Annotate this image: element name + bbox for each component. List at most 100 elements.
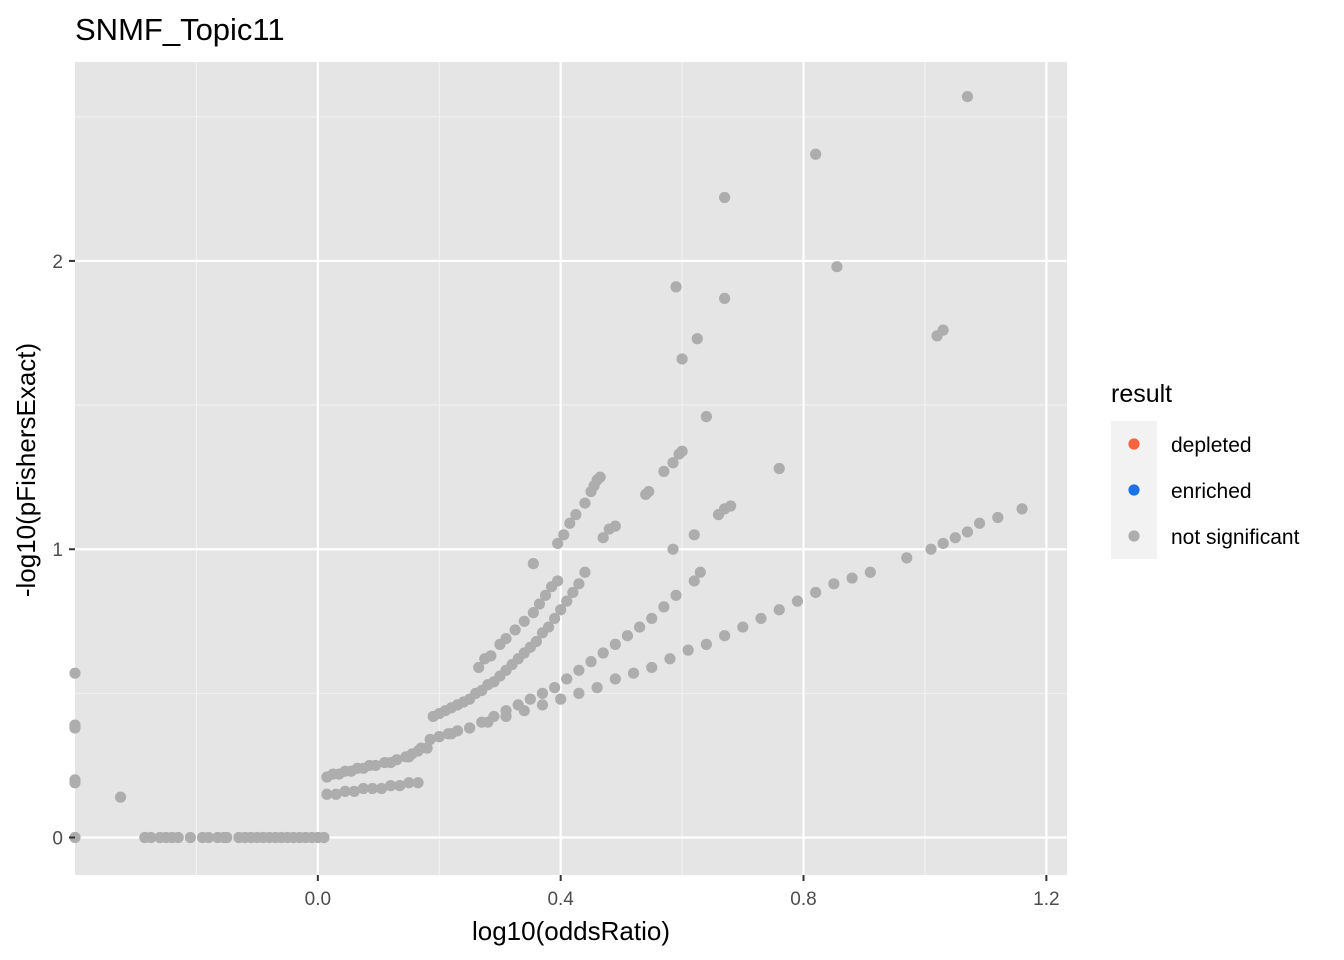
data-point: [609, 520, 621, 532]
data-point: [718, 191, 731, 204]
data-point: [555, 604, 567, 616]
data-point: [737, 621, 749, 633]
data-point: [992, 511, 1004, 524]
data-point: [403, 751, 415, 763]
data-point: [527, 558, 539, 570]
data-point: [500, 632, 512, 645]
data-point: [549, 682, 561, 694]
data-point: [670, 589, 682, 601]
data-point: [949, 532, 961, 544]
data-point: [688, 529, 700, 541]
data-point: [658, 465, 670, 477]
data-point: [864, 566, 876, 578]
x-axis-label: log10(oddsRatio): [472, 916, 670, 946]
data-point: [773, 462, 785, 475]
data-point: [202, 831, 215, 844]
data-point: [385, 780, 397, 792]
data-point: [145, 831, 157, 844]
data-point: [594, 471, 606, 483]
y-tick-label: 2: [52, 252, 63, 273]
x-tick-label: 0.4: [547, 889, 574, 910]
data-point: [937, 537, 949, 550]
data-point: [330, 788, 342, 800]
data-point: [676, 445, 688, 457]
data-point: [524, 693, 536, 705]
data-point: [485, 650, 497, 662]
data-point: [682, 644, 694, 656]
data-point: [69, 777, 81, 789]
data-point: [473, 661, 485, 674]
chart-title: SNMF_Topic11: [75, 12, 285, 47]
data-point: [570, 509, 582, 521]
legend-title: result: [1111, 380, 1172, 408]
y-tick-label: 1: [52, 540, 63, 561]
data-point: [530, 635, 542, 648]
data-point: [318, 831, 330, 844]
data-point: [667, 457, 679, 469]
data-point: [791, 595, 804, 607]
data-point: [394, 780, 406, 792]
data-point: [552, 575, 564, 587]
data-point: [658, 601, 670, 613]
data-point: [339, 785, 351, 797]
data-point: [536, 687, 549, 699]
data-point: [321, 788, 333, 800]
data-point: [773, 604, 785, 616]
data-point: [415, 742, 427, 754]
data-point: [643, 485, 655, 498]
data-point: [579, 566, 591, 578]
legend-marker: [1128, 438, 1140, 450]
data-point: [1016, 503, 1028, 515]
data-point: [646, 612, 658, 625]
data-point: [424, 733, 436, 746]
data-point: [609, 638, 621, 650]
data-point: [810, 586, 822, 599]
data-point: [412, 777, 424, 789]
data-point: [533, 598, 546, 610]
data-point: [700, 411, 712, 423]
data-point: [585, 656, 597, 668]
data-point: [579, 497, 591, 509]
data-point: [664, 653, 676, 665]
data-point: [831, 261, 843, 273]
data-point: [542, 621, 555, 633]
data-point: [567, 586, 579, 599]
data-point: [667, 543, 679, 555]
data-point: [718, 292, 731, 305]
legend-label: enriched: [1171, 480, 1252, 503]
data-point: [518, 705, 530, 717]
data-point: [718, 630, 731, 642]
legend-marker: [1128, 484, 1140, 496]
y-axis-ticks: 0 1 2: [52, 252, 75, 850]
data-points: [69, 90, 1028, 844]
data-point: [646, 661, 658, 674]
data-point: [69, 722, 81, 734]
data-point: [172, 831, 184, 844]
legend-label: not significant: [1171, 526, 1300, 549]
data-point: [591, 682, 603, 694]
x-tick-label: 0.8: [790, 889, 816, 910]
data-point: [627, 667, 640, 679]
data-point: [564, 517, 576, 529]
data-point: [810, 148, 822, 160]
x-tick-label: 1.2: [1033, 889, 1059, 910]
data-point: [725, 500, 737, 512]
data-point: [973, 517, 986, 529]
data-point: [700, 638, 712, 650]
plot-panel: [75, 62, 1067, 875]
x-tick-label: 0.0: [305, 889, 331, 910]
data-point: [561, 673, 573, 685]
data-point: [597, 532, 609, 544]
data-point: [558, 529, 570, 541]
data-point: [464, 722, 476, 734]
data-point: [357, 782, 369, 795]
data-point: [184, 831, 196, 844]
data-point: [403, 777, 415, 789]
data-point: [573, 578, 585, 590]
data-point: [552, 537, 564, 550]
data-point: [961, 526, 974, 538]
data-point: [375, 782, 388, 795]
data-point: [561, 595, 573, 607]
data-point: [670, 281, 682, 293]
